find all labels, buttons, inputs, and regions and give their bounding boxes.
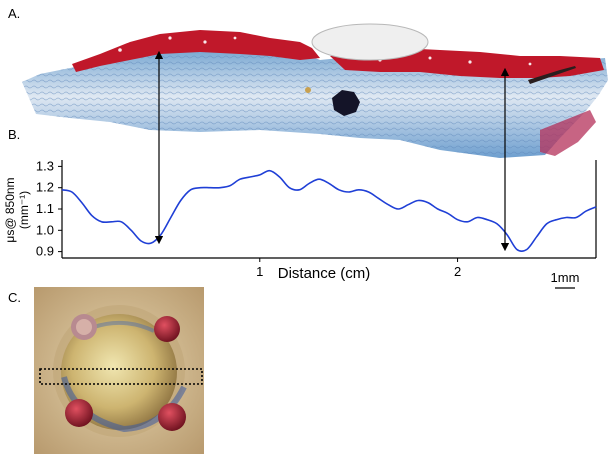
sample-photo (34, 287, 204, 454)
panel-label-c: C. (8, 290, 21, 305)
series-lines (61, 169, 597, 253)
y-tick-label: 1.0 (36, 222, 54, 237)
panel-label-a: A. (8, 6, 21, 21)
x-tick-label: 1 (256, 264, 263, 279)
histology-section-image (22, 23, 608, 158)
y-axis-unit-label: (mm⁻¹) (17, 191, 31, 229)
series-line (61, 169, 597, 253)
pin-bottom-left (65, 399, 93, 427)
x-tick-label: 2 (454, 264, 461, 279)
pin-bottom-right (158, 403, 186, 431)
y-tick-label: 0.9 (36, 244, 54, 259)
dark-lesion-spot (332, 90, 360, 116)
panel-label-b: B. (8, 127, 21, 142)
sample-disc (61, 314, 177, 430)
y-tick-label: 1.2 (36, 180, 54, 195)
sample-gap-ellipse (311, 23, 429, 61)
scan-region-box (39, 368, 203, 385)
y-tick-label: 1.3 (36, 158, 54, 173)
chart-axes (61, 160, 597, 259)
x-axis-label: Distance (cm) (278, 265, 371, 282)
scale-bar-label: 1mm (551, 270, 580, 285)
y-tick-label: 1.1 (36, 201, 54, 216)
y-axis-ticks: 0.9 1.0 1.1 1.2 1.3 (36, 158, 62, 259)
pin-top-right (154, 316, 180, 342)
y-axis-label: μs@ 850nm (3, 177, 17, 242)
tissue-red-layer (72, 30, 320, 72)
